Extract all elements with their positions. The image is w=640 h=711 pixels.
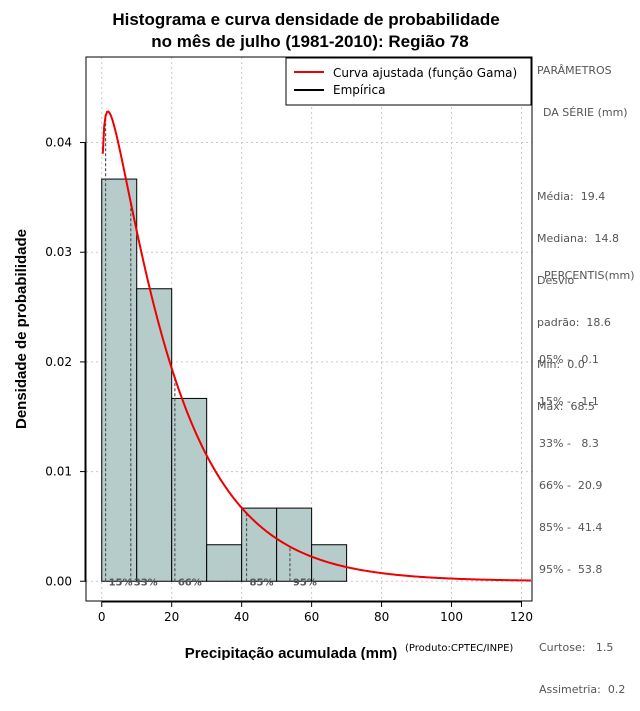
percentile-85: 85% - 41.4: [539, 521, 603, 534]
y-tick-label-2: 0.02: [45, 355, 72, 369]
percentile-markers: 15% 33% 66% 85% 95%: [104, 115, 317, 588]
x-tick-label-5: 100: [440, 610, 463, 624]
gamma-curve-line: [101, 110, 531, 582]
stat-min: Mín: 0.0: [537, 358, 585, 371]
percentile-95: 95% - 53.8: [539, 563, 603, 576]
x-tick-label-4: 80: [374, 610, 389, 624]
x-tick-label-0: 0: [98, 610, 106, 624]
stat-max: Máx: 68.5: [537, 400, 595, 413]
percentile-label-2: 66%: [178, 577, 202, 588]
legend-box: [285, 57, 532, 106]
percentile-label-3: 85%: [250, 577, 274, 588]
axes: 0 20 40 60 80 100 120 0.00 0.01 0.02 0.03 0.04: [45, 136, 533, 624]
side-panel-percentiles: PERCENTIS(mm) 05% - 0.1 15% - 1.1 33% - …: [539, 241, 635, 711]
histogram-bar-3: [206, 544, 243, 582]
histogram-bar-0: [101, 178, 138, 582]
chart-title-line-2: no mês de julho (1981-2010): Região 78: [151, 32, 468, 51]
legend-label-empirica: Empírica: [333, 83, 385, 97]
histogram-bar-5: [276, 507, 313, 582]
params-title-2: DA SÉRIE (mm): [543, 106, 628, 119]
percentile-label-0: 15%: [109, 577, 133, 588]
histogram-chart: Histograma e curva densidade de probabil…: [13, 10, 533, 660]
stat-curtose: Curtose: 1.5: [539, 641, 614, 654]
percentile-66: 66% - 20.9: [539, 479, 603, 492]
plot-frame: [85, 56, 533, 602]
percentile-label-4: 95%: [293, 577, 317, 588]
y-tick-label-0: 0.00: [45, 574, 72, 588]
percentile-15: 15% - 1.1: [539, 395, 599, 408]
gamma-curve: [101, 110, 531, 582]
params-title-1: PARÂMETROS: [537, 64, 612, 77]
percentile-33: 33% - 8.3: [539, 437, 599, 450]
x-tick-label-2: 40: [234, 610, 249, 624]
histogram-bar-1: [136, 288, 173, 582]
stat-media: Média: 19.4: [537, 190, 606, 203]
percentile-05: 05% - 0.1: [539, 353, 599, 366]
histogram-bar-2: [171, 397, 208, 582]
legend-label-gamma: Curva ajustada (função Gama): [333, 66, 517, 80]
chart-title-line-1: Histograma e curva densidade de probabil…: [112, 10, 499, 29]
stat-desvio-1: Desvio: [537, 274, 575, 287]
source-note: (Produto:CPTEC/INPE): [405, 643, 513, 654]
x-tick-label-6: 120: [510, 610, 533, 624]
stat-desvio-2: padrão: 18.6: [537, 316, 611, 329]
stat-mediana: Mediana: 14.8: [537, 232, 619, 245]
y-tick-label-1: 0.01: [45, 465, 72, 479]
legend: Curva ajustada (função Gama) Empírica: [285, 57, 532, 106]
x-tick-label-1: 20: [164, 610, 179, 624]
x-tick-label-3: 60: [304, 610, 319, 624]
y-axis-label: Densidade de probabilidade: [13, 229, 30, 429]
y-tick-label-4: 0.04: [45, 136, 72, 150]
percentile-label-1: 33%: [134, 577, 158, 588]
x-axis-label: Precipitação acumulada (mm): [185, 645, 398, 660]
stat-assimetria: Assimetria: 0.2: [539, 683, 626, 696]
side-panel-parameters: PARÂMETROS DA SÉRIE (mm) Média: 19.4 Med…: [537, 36, 628, 428]
percentis-title: PERCENTIS(mm): [544, 269, 635, 282]
y-tick-label-3: 0.03: [45, 245, 72, 259]
